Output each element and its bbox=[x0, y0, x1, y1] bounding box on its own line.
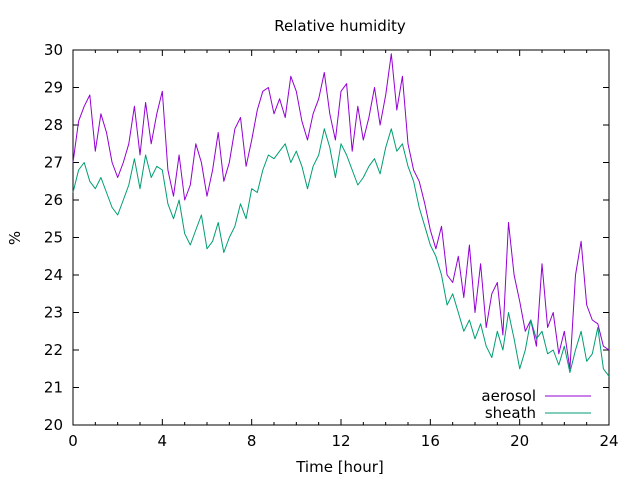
x-tick-label: 4 bbox=[158, 432, 168, 450]
chart-title: Relative humidity bbox=[274, 17, 406, 35]
y-tick-label: 25 bbox=[44, 229, 63, 247]
x-axis-label: Time [hour] bbox=[295, 458, 384, 476]
series-line-sheath bbox=[72, 128, 610, 377]
y-tick-label: 27 bbox=[44, 154, 63, 172]
x-tick-label: 12 bbox=[331, 432, 350, 450]
y-tick-label: 21 bbox=[44, 379, 63, 397]
y-tick-label: 28 bbox=[44, 116, 63, 134]
y-tick-label: 24 bbox=[44, 266, 63, 284]
x-tick-label: 0 bbox=[68, 432, 78, 450]
x-axis-ticks: 0 4 8 12 16 20 24 bbox=[68, 50, 619, 450]
x-tick-label: 16 bbox=[421, 432, 440, 450]
y-tick-label: 23 bbox=[44, 304, 63, 322]
series-line-aerosol bbox=[72, 53, 610, 370]
y-tick-label: 30 bbox=[44, 41, 63, 59]
y-tick-label: 20 bbox=[44, 416, 63, 434]
legend-label-sheath: sheath bbox=[485, 404, 536, 422]
y-axis-ticks: 20 21 22 23 24 25 26 27 28 29 30 bbox=[44, 41, 609, 434]
y-tick-label: 29 bbox=[44, 79, 63, 97]
legend-label-aerosol: aerosol bbox=[481, 387, 536, 405]
series-layer bbox=[72, 53, 610, 377]
x-tick-label: 24 bbox=[599, 432, 618, 450]
x-tick-label: 20 bbox=[510, 432, 529, 450]
y-tick-label: 26 bbox=[44, 191, 63, 209]
y-axis-label: % bbox=[6, 231, 24, 245]
x-tick-label: 8 bbox=[247, 432, 257, 450]
y-tick-label: 22 bbox=[44, 341, 63, 359]
